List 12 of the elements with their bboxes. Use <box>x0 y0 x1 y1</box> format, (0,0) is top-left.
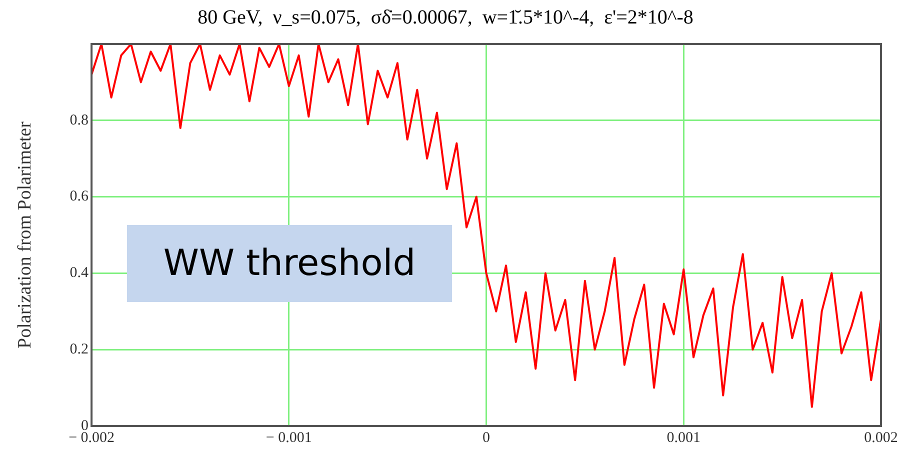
y-axis-title: Polarization from Polarimeter <box>14 120 36 348</box>
y-tick-label: 0.6 <box>70 188 90 205</box>
x-tick-label: 0.002 <box>864 430 898 446</box>
y-tick-label: 0.2 <box>70 342 89 358</box>
x-tick-label: − 0.002 <box>68 430 115 446</box>
y-tick-label: 0.4 <box>70 265 90 282</box>
x-tick-label: 0.001 <box>666 430 701 446</box>
x-tick-label: 0 <box>482 430 490 446</box>
annotation: WW threshold <box>127 225 452 302</box>
y-tick-label: 0.8 <box>70 112 89 128</box>
chart-title: 80 GeV, ν_s=0.075, σδ̇=0.00067, w=1̆.5*10^-4, ε'=2*10^-8 <box>198 6 694 28</box>
x-tick-label: − 0.001 <box>266 430 312 446</box>
